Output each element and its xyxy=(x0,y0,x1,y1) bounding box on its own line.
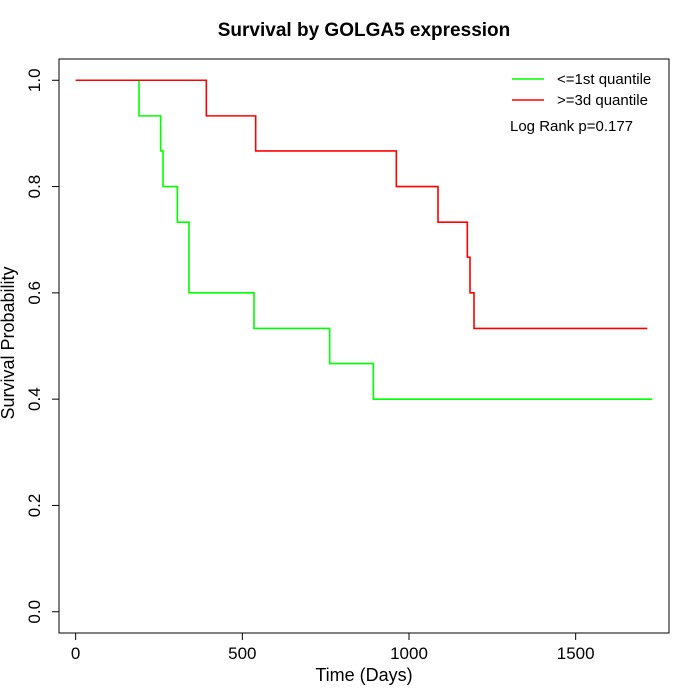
y-tick-label: 0.8 xyxy=(25,175,44,199)
legend: <=1st quantile >=3d quantile xyxy=(512,71,651,109)
log-rank-annotation: Log Rank p=0.177 xyxy=(510,118,633,135)
x-tick-label: 500 xyxy=(228,644,256,663)
chart-title: Survival by GOLGA5 expression xyxy=(218,20,511,41)
y-tick-label: 0.2 xyxy=(25,494,44,518)
x-axis-label: Time (Days) xyxy=(315,665,412,685)
legend-label: <=1st quantile xyxy=(557,71,651,88)
y-tick-label: 1.0 xyxy=(25,68,44,92)
y-tick-label: 0.4 xyxy=(25,387,44,411)
y-tick-label: 0.0 xyxy=(25,600,44,624)
y-axis-label: Survival Probability xyxy=(0,266,18,419)
x-tick-label: 1500 xyxy=(557,644,595,663)
survival-curve-low xyxy=(75,79,653,400)
series-layer xyxy=(75,79,653,400)
legend-label: >=3d quantile xyxy=(557,92,648,109)
x-tick-label: 1000 xyxy=(390,644,428,663)
y-tick-label: 0.6 xyxy=(25,281,44,305)
x-axis: 0 500 1000 1500 xyxy=(71,632,595,663)
x-tick-label: 0 xyxy=(71,644,80,663)
survival-curve-high xyxy=(75,79,648,330)
y-axis: 0.0 0.2 0.4 0.6 0.8 1.0 xyxy=(25,68,60,624)
